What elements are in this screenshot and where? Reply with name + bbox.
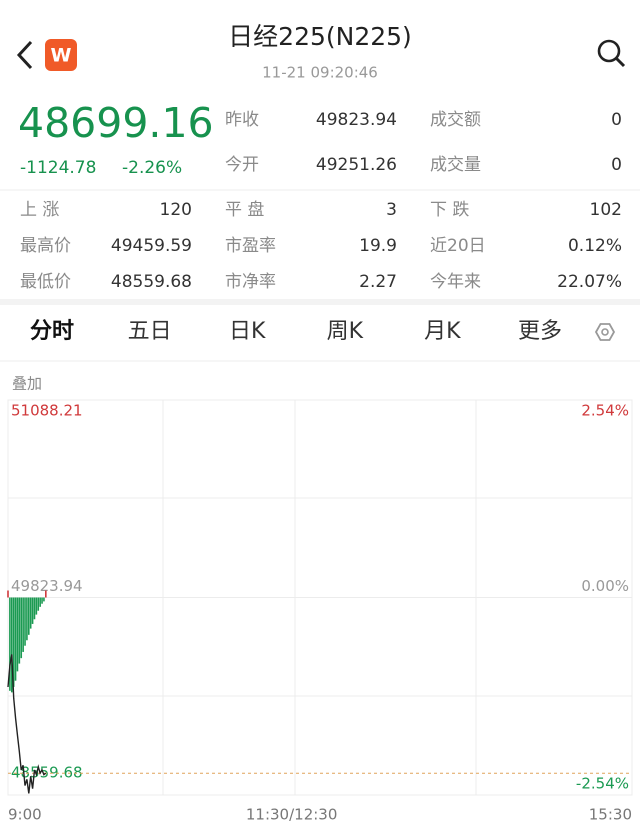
stat-label: 昨收 <box>225 110 259 130</box>
stat-label: 今年来 <box>430 272 481 292</box>
separator <box>0 299 640 305</box>
bar <box>12 597 15 687</box>
stat-value: 0 <box>611 155 622 175</box>
stat-value: 2.27 <box>359 272 397 292</box>
logo <box>45 39 77 71</box>
bar <box>7 590 9 598</box>
bar <box>26 597 28 641</box>
stat-value: 102 <box>590 200 622 220</box>
bar <box>9 597 11 691</box>
bar <box>45 590 47 598</box>
stat-value: 120 <box>160 200 192 220</box>
overlay-button[interactable]: 叠加 <box>12 375 42 393</box>
stat-label: 成交量 <box>430 155 481 175</box>
timestamp: 11-21 09:20:46 <box>262 64 378 82</box>
stat-label: 今开 <box>225 155 259 175</box>
bar <box>22 597 24 652</box>
change: -1124.78 <box>20 158 96 178</box>
bar <box>14 597 17 681</box>
settings-button[interactable] <box>594 323 616 341</box>
change-pct: -2.26% <box>122 158 182 178</box>
stat-value: 49823.94 <box>316 110 397 130</box>
tab[interactable]: 五日 <box>128 319 172 344</box>
price-line <box>7 654 47 794</box>
stat-label: 上 涨 <box>20 200 59 220</box>
bar <box>29 597 32 629</box>
stat-label: 市净率 <box>225 272 276 292</box>
x-tick-label: 15:30 <box>589 806 632 824</box>
bar <box>43 597 45 602</box>
bar <box>41 597 43 604</box>
bar <box>24 597 26 646</box>
logo-text: W <box>51 45 72 67</box>
stat-label: 最低价 <box>20 272 71 292</box>
title: 日经225(N225) <box>228 22 412 51</box>
tab[interactable]: 更多 <box>518 319 562 344</box>
stat-label: 近20日 <box>430 236 486 256</box>
stat-value: 3 <box>386 200 397 220</box>
stat-value: 49251.26 <box>316 155 397 175</box>
stat-label: 成交额 <box>430 110 481 130</box>
stat-value: 19.9 <box>359 236 397 256</box>
tab[interactable]: 月K <box>424 319 461 344</box>
price: 48699.16 <box>18 99 214 147</box>
stat-label: 平 盘 <box>225 200 264 220</box>
tab[interactable]: 分时 <box>30 319 74 344</box>
y2-tick-label: 0.00% <box>581 577 629 595</box>
bar <box>31 597 34 624</box>
stat-value: 48559.68 <box>111 272 192 292</box>
x-tick-label: 9:00 <box>8 806 42 824</box>
stat-label: 市盈率 <box>225 236 276 256</box>
bar <box>37 597 40 611</box>
y-tick-label: 49823.94 <box>11 577 83 595</box>
stat-label: 下 跌 <box>430 200 469 220</box>
stat-value: 49459.59 <box>111 236 192 256</box>
tab[interactable]: 周K <box>327 319 364 344</box>
bar <box>10 597 13 693</box>
y-tick-label: 51088.21 <box>11 402 83 420</box>
tab[interactable]: 日K <box>229 319 266 344</box>
stat-value: 0.12% <box>568 236 622 256</box>
bar <box>18 597 21 664</box>
bar <box>39 597 41 607</box>
y2-tick-label: 2.54% <box>581 402 629 420</box>
y2-tick-label: -2.54% <box>576 775 629 793</box>
bar <box>16 597 19 672</box>
y-tick-label: 48559.68 <box>11 764 83 782</box>
bar <box>20 597 23 659</box>
bar <box>35 597 38 615</box>
search-button[interactable] <box>597 39 626 68</box>
stat-value: 22.07% <box>557 272 622 292</box>
x-tick-label: 11:30/12:30 <box>246 806 338 824</box>
stat-label: 最高价 <box>20 236 71 256</box>
back-button[interactable] <box>16 40 33 70</box>
stat-value: 0 <box>611 110 622 130</box>
bar <box>28 597 30 635</box>
bar <box>33 597 36 620</box>
